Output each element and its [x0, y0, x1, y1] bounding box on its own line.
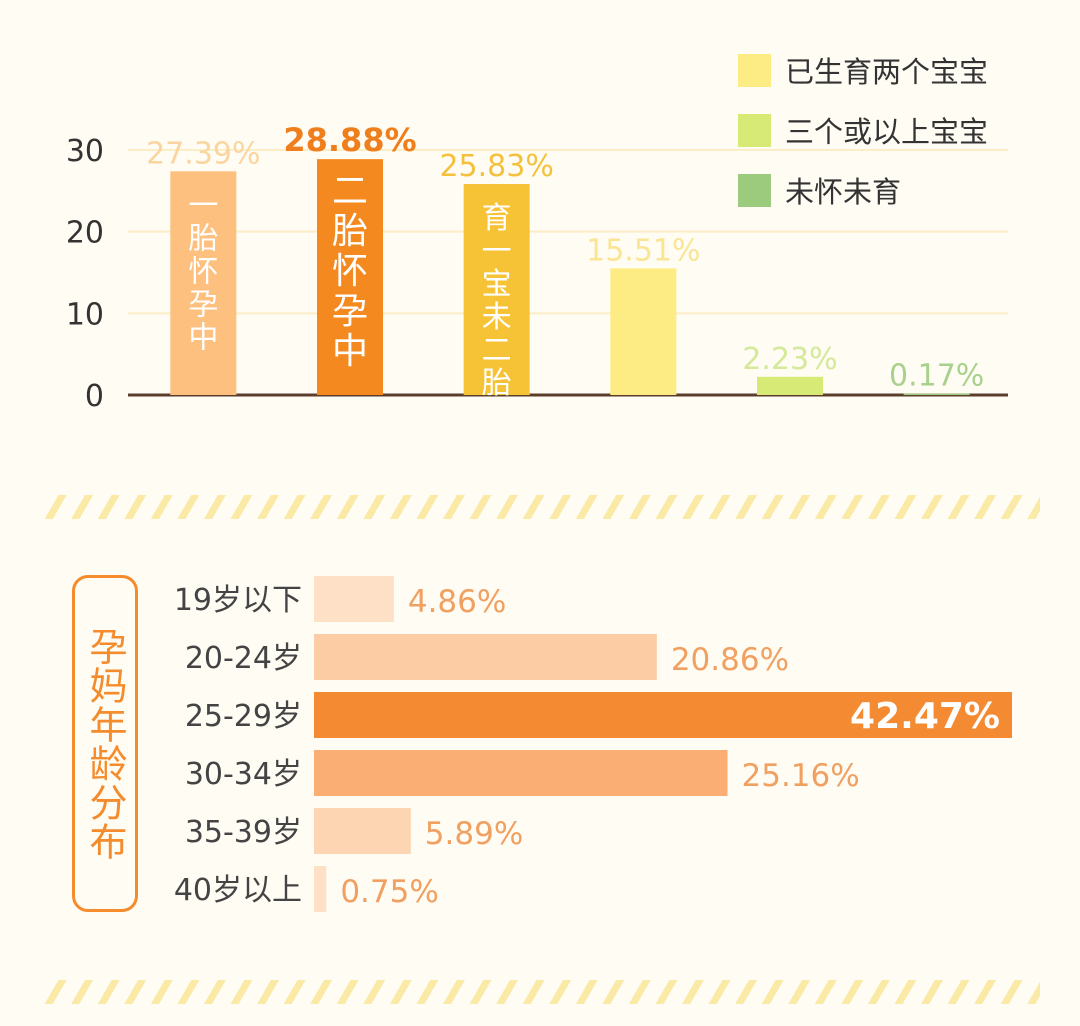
legend-swatch	[738, 53, 771, 87]
age-category-label: 30-34岁	[185, 757, 302, 792]
bar-inner-label-char: 胎	[482, 366, 512, 401]
age-bar	[314, 808, 411, 854]
bar	[757, 376, 823, 395]
age-category-label: 40岁以上	[174, 873, 302, 908]
bar	[170, 171, 237, 395]
age-chart-title-box: 孕妈年龄分布	[72, 575, 138, 912]
age-bar-value-label: 5.89%	[425, 816, 523, 852]
bar-inner-label-char: 未	[482, 300, 512, 335]
legend-item: 三个或以上宝宝	[738, 100, 988, 160]
bar-value-label: 25.83%	[439, 149, 553, 184]
bar-value-label: 15.51%	[586, 233, 700, 268]
age-bar	[314, 692, 1012, 738]
bar-value-label: 2.23%	[742, 342, 837, 377]
legend-swatch	[738, 173, 771, 207]
age-bar-value-label: 0.75%	[340, 874, 438, 910]
legend-label: 三个或以上宝宝	[785, 115, 989, 149]
legend-label: 未怀未育	[785, 175, 902, 209]
age-chart-title: 孕妈年龄分布	[83, 626, 127, 861]
decorative-stripe-divider	[40, 495, 1040, 519]
chart-legend: 已生育两个宝宝 三个或以上宝宝 未怀未育	[738, 40, 988, 220]
age-bar-value-label: 42.47%	[850, 696, 1000, 737]
bar-value-label: 0.17%	[889, 359, 984, 394]
age-category-label: 20-24岁	[185, 641, 302, 676]
bar-inner-label-char: 一	[188, 188, 218, 223]
age-bar	[314, 576, 394, 622]
bar-inner-label-char: 孕	[332, 291, 368, 332]
mother-age-chart: 19岁以下 4.86% 20-24岁 20.86% 25-29岁 42.47% 30-34岁…	[174, 576, 1012, 912]
age-category-label: 19岁以下	[174, 583, 302, 618]
bar-inner-label-char: 怀	[188, 254, 218, 289]
age-bar-value-label: 20.86%	[671, 642, 789, 678]
bar-inner-label-char: 二	[482, 333, 512, 368]
bar-inner-label-char: 一	[482, 234, 512, 269]
bar-inner-label-char: 中	[332, 331, 368, 372]
bar-inner-label-char: 二	[332, 171, 368, 212]
bar-inner-label-char: 胎	[188, 221, 218, 256]
bar	[903, 393, 970, 395]
y-tick-label: 0	[85, 379, 104, 414]
age-bar	[314, 866, 327, 912]
bar-inner-label-char: 育	[482, 201, 512, 236]
age-category-label: 25-29岁	[185, 699, 302, 734]
age-bar-value-label: 25.16%	[742, 758, 860, 794]
bar	[610, 268, 677, 395]
bar	[317, 159, 383, 395]
bar-inner-label-char: 宝	[482, 267, 512, 302]
bar-value-label: 27.39%	[146, 136, 260, 171]
age-category-label: 35-39岁	[185, 815, 302, 850]
y-tick-label: 20	[66, 216, 104, 251]
age-bar-value-label: 4.86%	[408, 584, 506, 620]
age-bar	[314, 750, 728, 796]
bar-inner-label-char: 怀	[332, 251, 368, 292]
legend-item: 已生育两个宝宝	[738, 40, 988, 100]
legend-label: 已生育两个宝宝	[785, 55, 989, 89]
bar-inner-label-char: 孕	[188, 287, 218, 322]
legend-swatch	[738, 113, 771, 147]
bar-inner-label-char: 中	[188, 320, 218, 355]
age-bar	[314, 634, 657, 680]
bar	[463, 184, 530, 395]
legend-item: 未怀未育	[738, 160, 988, 220]
y-tick-label: 30	[66, 134, 104, 169]
bar-value-label: 28.88%	[283, 121, 416, 159]
bar-inner-label-char: 胎	[332, 211, 368, 252]
y-tick-label: 10	[66, 297, 104, 332]
decorative-stripe-divider	[40, 980, 1040, 1004]
